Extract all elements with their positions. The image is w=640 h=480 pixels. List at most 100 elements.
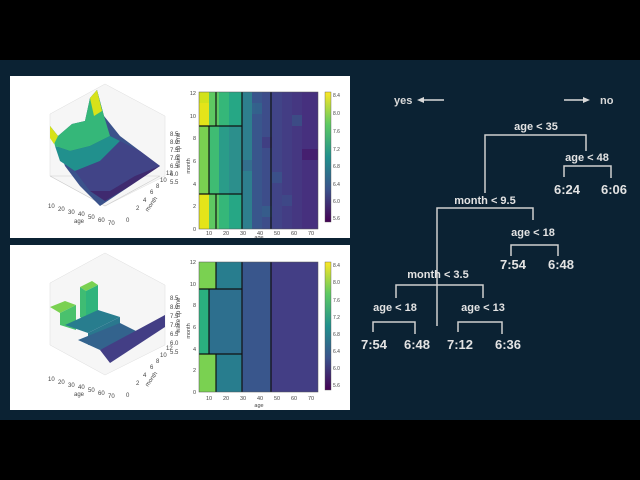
svg-text:2: 2 (193, 204, 196, 210)
arrow-left-icon (417, 97, 444, 103)
svg-text:20: 20 (223, 396, 229, 402)
svg-text:7.0: 7.0 (170, 323, 179, 329)
prediction-colorbar-ticks: 5.6 6.0 6.4 6.8 7.2 7.6 8.0 8.4 (333, 263, 340, 389)
svg-text:4: 4 (143, 373, 147, 379)
svg-text:5.5: 5.5 (170, 350, 179, 356)
svg-text:70: 70 (308, 396, 314, 402)
svg-text:12: 12 (190, 260, 196, 266)
svg-text:6.0: 6.0 (333, 199, 340, 205)
svg-text:12: 12 (166, 171, 173, 177)
svg-text:8.0: 8.0 (333, 280, 340, 286)
svg-text:6.0: 6.0 (170, 172, 179, 178)
svg-text:8: 8 (193, 136, 196, 142)
svg-text:20: 20 (223, 231, 229, 237)
svg-text:2: 2 (193, 368, 196, 374)
svg-text:10: 10 (190, 114, 196, 120)
svg-text:6.0: 6.0 (333, 366, 340, 372)
no-label: no (600, 95, 614, 107)
surface-y-ticks: 0 2 4 6 8 10 12 (126, 171, 173, 224)
svg-text:10: 10 (160, 353, 167, 359)
tree-edges (372, 134, 612, 334)
step-surface-x-ticks: 10 20 30 40 50 60 70 (48, 377, 115, 400)
svg-text:8: 8 (156, 359, 160, 365)
svg-text:10: 10 (206, 231, 212, 237)
leaf-7-54-lower: 7:54 (361, 337, 388, 352)
svg-text:7.2: 7.2 (333, 147, 340, 153)
slide: 8.5 8.0 7.5 7.0 6.5 6.0 5.5 wake up time… (0, 60, 640, 420)
svg-text:6.4: 6.4 (333, 182, 340, 188)
svg-text:6: 6 (150, 190, 154, 196)
step-surface-z-ticks: 8.5 8.0 7.5 7.0 6.5 6.0 5.5 (170, 296, 179, 356)
svg-text:10: 10 (160, 178, 167, 184)
node-month-lt-3-5: month < 3.5 (407, 269, 468, 281)
svg-text:40: 40 (257, 231, 263, 237)
prediction-x-label: age (254, 403, 263, 409)
svg-text:8.4: 8.4 (333, 93, 340, 99)
svg-text:30: 30 (68, 383, 75, 389)
leaf-6-48-lower: 6:48 (404, 337, 430, 352)
node-age-lt-48: age < 48 (565, 152, 609, 164)
svg-text:0: 0 (193, 227, 196, 233)
surface-z-ticks: 8.5 8.0 7.5 7.0 6.5 6.0 5.5 (170, 132, 179, 186)
surface-x-label: age (74, 219, 85, 225)
svg-text:40: 40 (78, 212, 85, 218)
prediction-regions (198, 261, 319, 393)
step-surface-z-label: wake up time (176, 297, 182, 334)
step-surface-y-ticks: 0 2 4 6 8 10 12 (126, 346, 173, 399)
svg-text:70: 70 (308, 231, 314, 237)
svg-text:10: 10 (48, 377, 55, 383)
svg-text:50: 50 (88, 215, 95, 221)
svg-text:2: 2 (136, 381, 140, 387)
tree-nodes: age < 35 age < 48 6:24 6:06 month < 9.5 … (361, 121, 627, 352)
leaf-6-06: 6:06 (601, 182, 627, 197)
svg-text:20: 20 (58, 380, 65, 386)
svg-text:10: 10 (190, 282, 196, 288)
panel-raw-data: 8.5 8.0 7.5 7.0 6.5 6.0 5.5 wake up time… (10, 76, 350, 241)
svg-text:8.5: 8.5 (170, 132, 179, 138)
surface-z-label: wake up time (176, 132, 182, 169)
svg-text:8.4: 8.4 (333, 263, 340, 269)
prediction-y-label: month (186, 323, 192, 338)
node-age-lt-18-lower: age < 18 (373, 302, 417, 314)
heatmap-x-ticks: 10 20 30 40 50 60 70 (206, 231, 314, 237)
svg-text:4: 4 (193, 347, 196, 353)
leaf-6-24: 6:24 (554, 182, 581, 197)
prediction-colorbar: 5.6 6.0 6.4 6.8 7.2 7.6 8.0 8.4 (324, 261, 340, 391)
svg-text:4: 4 (193, 182, 196, 188)
surface-3d-plot: 8.5 8.0 7.5 7.0 6.5 6.0 5.5 wake up time… (48, 83, 182, 227)
svg-text:60: 60 (98, 218, 105, 224)
svg-text:6.5: 6.5 (170, 164, 179, 170)
raw-data-figure: 8.5 8.0 7.5 7.0 6.5 6.0 5.5 wake up time… (48, 83, 340, 241)
svg-text:7.5: 7.5 (170, 314, 179, 320)
leaf-6-36: 6:36 (495, 337, 521, 352)
svg-text:8.0: 8.0 (170, 305, 179, 311)
svg-text:5.6: 5.6 (333, 216, 340, 222)
svg-text:7.6: 7.6 (333, 298, 340, 304)
decision-tree: yes no age < 35 age < 48 6:24 6:06 (361, 95, 627, 352)
yes-label: yes (394, 95, 412, 107)
svg-text:2: 2 (136, 206, 140, 212)
node-age-lt-13: age < 13 (461, 302, 505, 314)
prediction-x-ticks: 10 20 30 40 50 60 70 (206, 396, 314, 402)
svg-text:8.5: 8.5 (170, 296, 179, 302)
svg-text:8: 8 (193, 303, 196, 309)
arrow-right-icon (564, 97, 590, 103)
svg-text:70: 70 (108, 221, 115, 227)
colorbar-ticks: 5.6 6.0 6.4 6.8 7.2 7.6 8.0 8.4 (333, 93, 340, 222)
svg-text:6: 6 (193, 159, 196, 165)
svg-text:7.5: 7.5 (170, 148, 179, 154)
svg-text:20: 20 (58, 207, 65, 213)
svg-text:5.5: 5.5 (170, 180, 179, 186)
svg-text:7.2: 7.2 (333, 315, 340, 321)
svg-text:50: 50 (274, 396, 280, 402)
svg-text:0: 0 (126, 218, 130, 224)
svg-text:50: 50 (88, 388, 95, 394)
svg-text:40: 40 (78, 385, 85, 391)
svg-text:4: 4 (143, 198, 147, 204)
svg-text:8.0: 8.0 (333, 111, 340, 117)
heatmap-cells (198, 91, 319, 230)
step-surface-3d-plot: 8.5 8.0 7.5 7.0 6.5 6.0 5.5 wake up time… (48, 252, 182, 400)
svg-text:70: 70 (108, 394, 115, 400)
leaf-6-48-upper: 6:48 (548, 257, 574, 272)
svg-text:30: 30 (68, 210, 75, 216)
